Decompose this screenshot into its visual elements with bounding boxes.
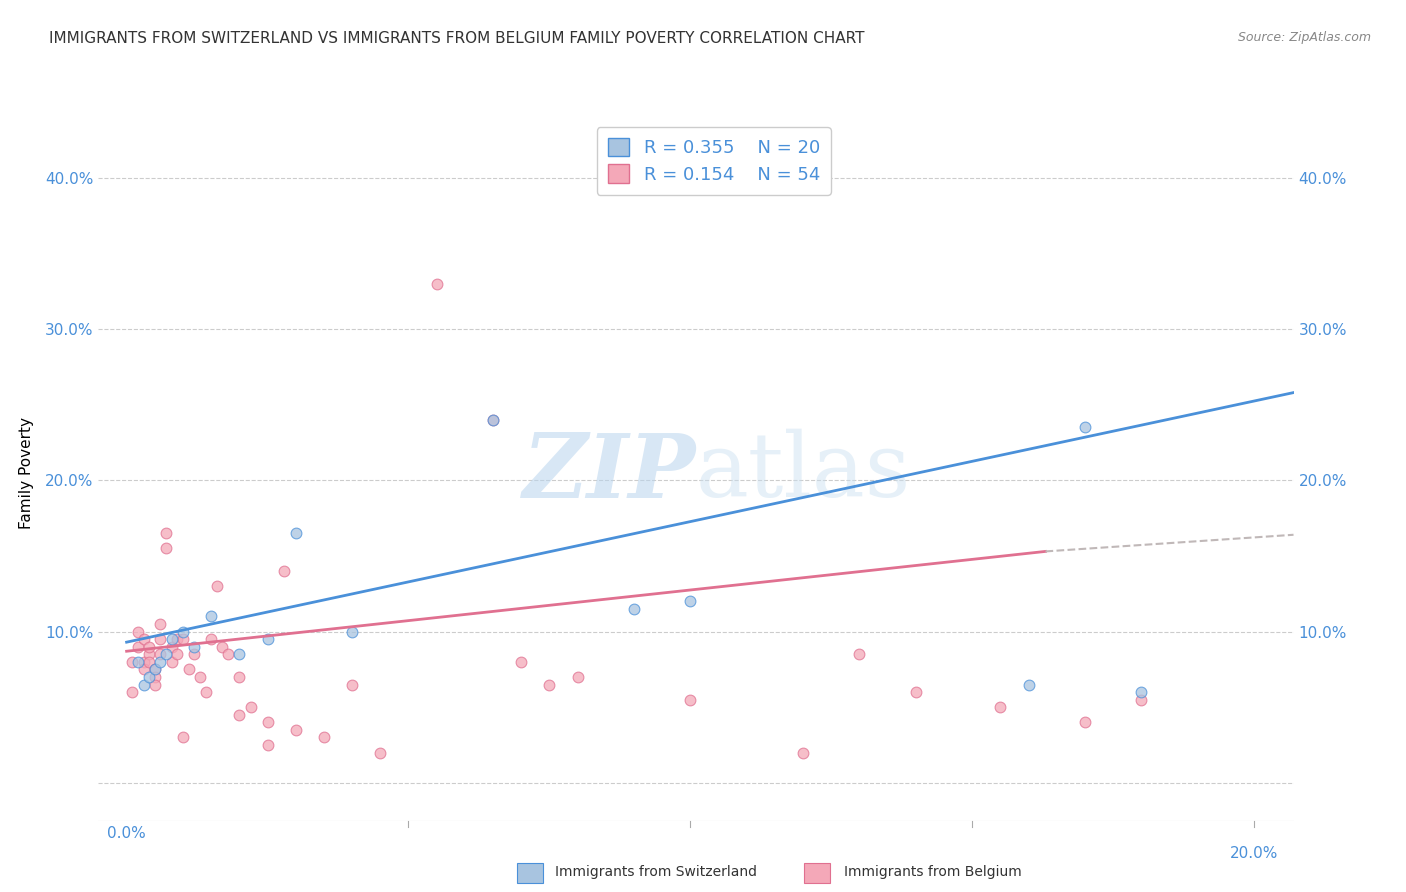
Point (679, 594, 702, 608)
Y-axis label: Family Poverty: Family Poverty (18, 417, 34, 529)
Point (1074, 420, 1097, 434)
Point (228, 670, 250, 684)
Point (155, 647, 177, 661)
Point (138, 670, 160, 684)
Point (121, 655, 143, 669)
Point (132, 655, 155, 669)
Point (623, 602, 645, 616)
Point (143, 670, 166, 684)
Point (256, 738, 278, 752)
Point (904, 685, 927, 699)
Point (1074, 715, 1097, 730)
Point (149, 617, 172, 632)
Point (200, 632, 222, 647)
Point (228, 707, 250, 722)
Point (1018, 677, 1040, 691)
Point (132, 662, 155, 676)
Point (426, 277, 449, 291)
Point (172, 731, 194, 745)
Point (482, 413, 505, 427)
Text: atlas: atlas (696, 429, 911, 516)
Point (792, 746, 814, 760)
Point (172, 624, 194, 639)
Point (340, 677, 363, 691)
Point (138, 655, 160, 669)
Point (312, 731, 335, 745)
Point (510, 655, 533, 669)
Point (848, 647, 870, 661)
Point (211, 640, 233, 654)
Text: Source: ZipAtlas.com: Source: ZipAtlas.com (1237, 31, 1371, 45)
Point (132, 677, 155, 691)
Point (149, 655, 172, 669)
Point (239, 700, 262, 714)
Point (1130, 692, 1153, 706)
Point (256, 632, 278, 647)
Point (143, 662, 166, 676)
Legend: R = 0.355    N = 20, R = 0.154    N = 54: R = 0.355 N = 20, R = 0.154 N = 54 (596, 127, 831, 194)
Point (228, 647, 250, 661)
Point (143, 662, 166, 676)
Point (160, 655, 183, 669)
Point (368, 746, 391, 760)
Text: Immigrants from Belgium: Immigrants from Belgium (844, 865, 1021, 880)
Point (160, 632, 183, 647)
Point (155, 541, 177, 556)
Point (200, 609, 222, 624)
Point (183, 640, 205, 654)
Point (127, 640, 149, 654)
Point (121, 685, 143, 699)
Point (132, 632, 155, 647)
Point (284, 723, 307, 737)
Point (172, 632, 194, 647)
Point (284, 526, 307, 541)
Point (149, 632, 172, 647)
Point (149, 647, 172, 661)
Point (127, 624, 149, 639)
Point (138, 640, 160, 654)
Point (188, 670, 211, 684)
Point (538, 677, 561, 691)
Point (155, 526, 177, 541)
Point (183, 647, 205, 661)
Point (166, 632, 188, 647)
Point (990, 700, 1012, 714)
Point (194, 685, 217, 699)
Text: ZIP: ZIP (523, 430, 696, 516)
Text: 20.0%: 20.0% (1230, 846, 1278, 861)
Point (1130, 685, 1153, 699)
Point (273, 564, 295, 578)
Point (340, 624, 363, 639)
Point (127, 655, 149, 669)
Point (217, 647, 239, 661)
Point (160, 640, 183, 654)
Text: Immigrants from Switzerland: Immigrants from Switzerland (555, 865, 758, 880)
Text: IMMIGRANTS FROM SWITZERLAND VS IMMIGRANTS FROM BELGIUM FAMILY POVERTY CORRELATIO: IMMIGRANTS FROM SWITZERLAND VS IMMIGRANT… (49, 31, 865, 46)
Point (177, 662, 200, 676)
Point (679, 692, 702, 706)
Point (482, 413, 505, 427)
Point (256, 715, 278, 730)
Point (166, 647, 188, 661)
Point (567, 670, 589, 684)
Point (143, 677, 166, 691)
Point (205, 579, 228, 593)
Point (138, 647, 160, 661)
